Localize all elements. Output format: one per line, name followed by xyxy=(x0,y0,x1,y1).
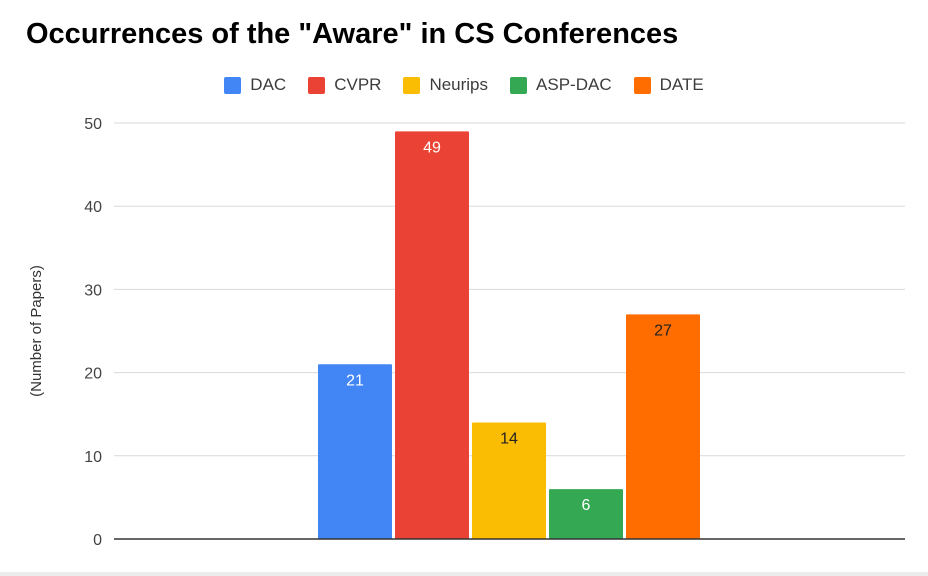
bar-asp-dac xyxy=(549,489,623,539)
legend-label: Neurips xyxy=(429,75,489,94)
bar-neurips xyxy=(472,422,546,539)
legend-item-dac: DAC xyxy=(224,75,286,95)
bottom-divider xyxy=(0,572,928,576)
bar-dac xyxy=(318,364,392,539)
legend-swatch xyxy=(403,76,421,94)
data-label: 6 xyxy=(582,497,591,514)
chart-title: Occurrences of the "Aware" in CS Confere… xyxy=(26,18,679,50)
legend-label: DATE xyxy=(659,75,704,94)
bar-date xyxy=(626,314,700,539)
legend-item-cvpr: CVPR xyxy=(308,75,381,95)
y-tick-label: 30 xyxy=(84,282,102,299)
data-label: 49 xyxy=(423,139,441,156)
legend-label: ASP-DAC xyxy=(536,75,612,94)
legend-label: CVPR xyxy=(334,75,382,94)
legend-item-date: DATE xyxy=(633,75,704,95)
data-label: 14 xyxy=(500,431,518,448)
y-axis-label: (Number of Papers) xyxy=(28,265,45,397)
legend-item-neurips: Neurips xyxy=(403,75,488,95)
y-tick-label: 40 xyxy=(84,199,102,216)
legend-item-asp-dac: ASP-DAC xyxy=(510,75,612,95)
legend-label: DAC xyxy=(250,75,287,94)
legend-swatch xyxy=(633,76,651,94)
y-tick-label: 0 xyxy=(93,532,102,549)
y-tick-label: 10 xyxy=(84,449,102,466)
legend: DAC CVPR Neurips ASP-DAC DATE xyxy=(0,72,928,98)
data-label: 27 xyxy=(654,322,672,339)
y-tick-label: 50 xyxy=(84,116,102,133)
legend-swatch xyxy=(308,76,326,94)
y-tick-label: 20 xyxy=(84,366,102,383)
legend-swatch xyxy=(224,76,242,94)
bar-cvpr xyxy=(395,131,469,539)
data-label: 21 xyxy=(346,372,364,389)
legend-swatch xyxy=(510,76,528,94)
